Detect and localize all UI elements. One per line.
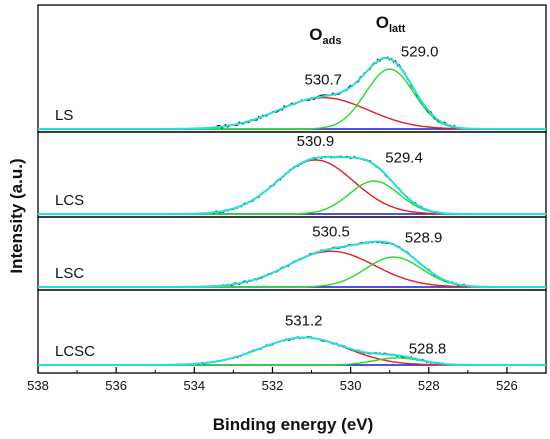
latt-peak-label-ls: 529.0 bbox=[401, 44, 439, 61]
y-axis-title: Intensity (a.u.) bbox=[7, 158, 26, 273]
panel-frame-ls bbox=[37, 4, 547, 133]
x-axis: 538 536 534 532 530 528 526 bbox=[27, 367, 518, 393]
ads-peak-curve-lsc bbox=[38, 250, 546, 288]
x-tick-label: 536 bbox=[105, 378, 127, 393]
fit-envelope-lcs bbox=[38, 155, 546, 215]
latt-peak-label-lcsc: 528.8 bbox=[409, 340, 447, 357]
fit-envelope-ls bbox=[38, 57, 546, 130]
raw-spectrum-lcs bbox=[38, 155, 546, 215]
ads-peak-label-lcsc: 531.2 bbox=[285, 312, 323, 329]
peak-header-latt: Olatt bbox=[376, 13, 406, 35]
x-tick-label: 528 bbox=[418, 378, 440, 393]
x-tick-label: 534 bbox=[183, 378, 205, 393]
x-tick-label: 532 bbox=[262, 378, 284, 393]
latt-peak-label-lcs: 529.4 bbox=[385, 149, 423, 166]
x-tick-label: 530 bbox=[340, 378, 362, 393]
ads-peak-curve-lcsc bbox=[38, 336, 546, 366]
panel-label-lcs: LCS bbox=[55, 192, 84, 209]
ads-peak-label-lcs: 530.9 bbox=[297, 133, 335, 150]
fit-envelope-lcsc bbox=[38, 336, 546, 366]
panel-frame-lsc bbox=[37, 216, 547, 291]
ads-peak-label-lsc: 530.5 bbox=[312, 224, 350, 241]
latt-peak-curve-lcs bbox=[38, 180, 546, 215]
peak-header-ads: Oads bbox=[309, 25, 341, 47]
curves bbox=[38, 56, 546, 366]
x-axis-title: Binding energy (eV) bbox=[213, 415, 374, 434]
panel-label-ls: LS bbox=[55, 107, 73, 124]
annotations: LS 530.7 529.0 LCS 530.9 529.4 LSC 530.5 528.9 LC… bbox=[55, 13, 446, 360]
panel-frame-lcs bbox=[37, 131, 547, 218]
latt-peak-curve-ls bbox=[38, 68, 546, 130]
latt-peak-label-lsc: 528.9 bbox=[405, 230, 443, 247]
panel-frame-lcsc bbox=[37, 289, 547, 374]
x-tick-label: 526 bbox=[496, 378, 518, 393]
raw-spectrum-ls bbox=[38, 56, 546, 130]
ads-peak-label-ls: 530.7 bbox=[304, 71, 342, 88]
raw-spectrum-lcsc bbox=[38, 336, 546, 366]
panel-label-lsc: LSC bbox=[55, 265, 84, 282]
plot-panels bbox=[37, 4, 547, 374]
x-tick-label: 538 bbox=[27, 378, 49, 393]
latt-peak-curve-lsc bbox=[38, 256, 546, 288]
fit-envelope-lsc bbox=[38, 240, 546, 288]
panel-label-lcsc: LCSC bbox=[55, 343, 95, 360]
